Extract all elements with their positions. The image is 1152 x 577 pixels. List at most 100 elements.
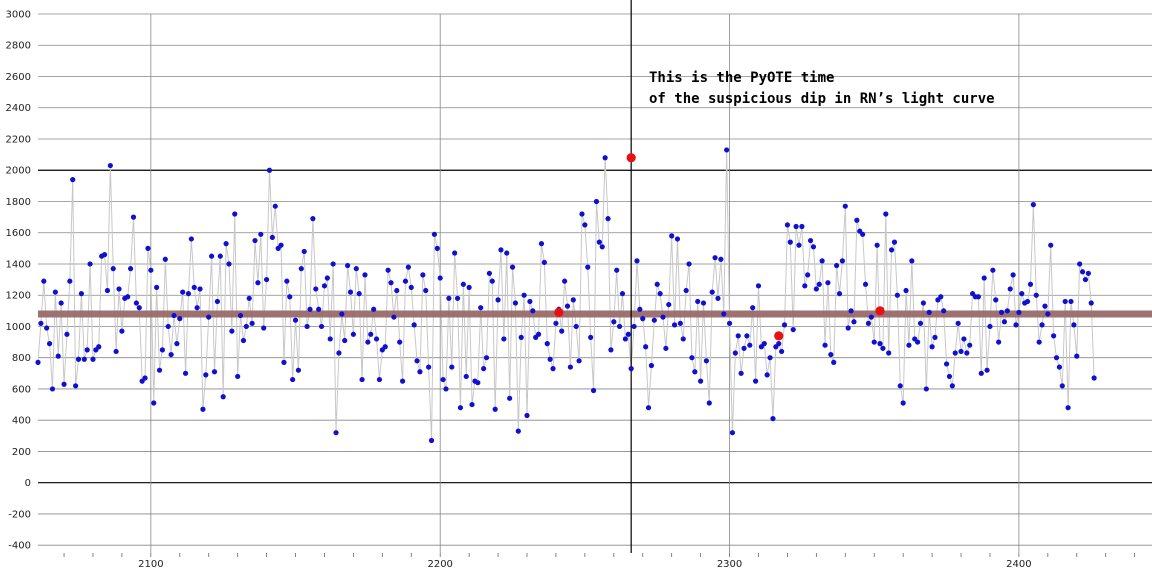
data-point bbox=[35, 359, 41, 365]
data-point bbox=[744, 333, 750, 339]
data-point bbox=[200, 406, 206, 412]
data-point bbox=[964, 350, 970, 356]
data-point bbox=[469, 401, 475, 408]
data-point bbox=[356, 291, 362, 297]
data-point bbox=[851, 319, 857, 325]
data-point bbox=[481, 366, 487, 372]
y-tick-label: 1000 bbox=[6, 322, 31, 333]
data-point bbox=[978, 370, 984, 376]
data-point bbox=[1019, 291, 1025, 297]
data-point bbox=[61, 381, 67, 387]
data-point bbox=[417, 369, 423, 375]
data-point bbox=[405, 264, 411, 270]
data-point bbox=[113, 348, 119, 355]
data-point bbox=[431, 231, 438, 237]
data-point bbox=[292, 317, 299, 323]
data-point bbox=[385, 267, 391, 273]
data-point bbox=[813, 286, 819, 292]
data-point bbox=[576, 358, 582, 364]
data-point bbox=[961, 336, 967, 342]
data-point bbox=[886, 350, 892, 356]
data-point bbox=[243, 323, 249, 330]
data-point bbox=[298, 266, 304, 272]
data-point bbox=[695, 298, 701, 305]
data-point bbox=[842, 203, 848, 209]
data-point bbox=[287, 294, 293, 300]
data-point bbox=[246, 295, 252, 301]
data-point bbox=[538, 241, 545, 247]
data-point bbox=[411, 322, 417, 328]
data-point bbox=[868, 314, 874, 320]
data-point bbox=[729, 430, 736, 436]
data-point bbox=[1077, 261, 1083, 267]
data-point bbox=[426, 364, 432, 370]
data-point bbox=[903, 287, 909, 294]
data-point bbox=[38, 320, 44, 326]
data-point bbox=[119, 328, 125, 334]
y-tick-label: 1400 bbox=[6, 259, 31, 270]
y-tick-label: 200 bbox=[12, 447, 31, 458]
data-point bbox=[301, 248, 307, 255]
data-point bbox=[790, 326, 796, 333]
data-point bbox=[888, 247, 895, 253]
data-point bbox=[666, 301, 672, 308]
data-point bbox=[588, 334, 594, 340]
data-point bbox=[602, 155, 608, 161]
data-point bbox=[738, 370, 744, 376]
data-point bbox=[443, 386, 449, 392]
data-point bbox=[177, 316, 183, 322]
data-point bbox=[81, 356, 87, 362]
data-point bbox=[489, 278, 495, 284]
y-tick-label: -400 bbox=[8, 541, 31, 552]
data-point bbox=[1053, 355, 1060, 361]
data-point bbox=[206, 314, 212, 320]
data-point bbox=[567, 364, 574, 370]
data-point bbox=[350, 331, 356, 337]
data-point bbox=[420, 272, 426, 278]
data-point bbox=[802, 283, 808, 289]
data-point bbox=[750, 305, 756, 311]
data-point bbox=[648, 362, 655, 369]
data-point bbox=[564, 303, 571, 309]
series-line bbox=[37, 149, 1095, 441]
highlight-point bbox=[626, 153, 636, 163]
data-point bbox=[342, 337, 348, 344]
data-point bbox=[799, 223, 805, 230]
data-point bbox=[1010, 272, 1016, 278]
data-point bbox=[909, 258, 915, 264]
data-point bbox=[258, 231, 264, 237]
data-point bbox=[78, 291, 84, 297]
data-point bbox=[614, 267, 620, 273]
x-tick-labels: 2100 2200 2300 2400 bbox=[138, 559, 1032, 570]
data-point bbox=[145, 245, 151, 251]
data-point bbox=[854, 217, 860, 223]
data-point bbox=[64, 331, 70, 337]
data-point bbox=[1016, 309, 1022, 315]
data-point bbox=[339, 311, 345, 317]
x-tick-label: 2400 bbox=[1006, 559, 1031, 570]
data-point bbox=[168, 351, 174, 358]
data-point bbox=[495, 297, 501, 303]
data-point bbox=[229, 328, 235, 334]
data-point bbox=[920, 300, 927, 306]
data-point bbox=[547, 356, 553, 362]
data-point bbox=[628, 366, 634, 372]
y-tick-label: 600 bbox=[12, 384, 31, 395]
data-point bbox=[582, 222, 588, 228]
data-point bbox=[784, 222, 791, 228]
data-point bbox=[993, 297, 999, 303]
data-point bbox=[327, 336, 333, 342]
data-point bbox=[848, 308, 854, 314]
data-point bbox=[975, 294, 981, 300]
data-point bbox=[278, 242, 284, 248]
data-point bbox=[677, 320, 683, 326]
data-point bbox=[585, 264, 591, 270]
data-point bbox=[590, 387, 597, 394]
data-point bbox=[507, 395, 513, 401]
data-point bbox=[605, 216, 611, 222]
data-point bbox=[107, 162, 113, 169]
data-point bbox=[180, 289, 186, 295]
data-point bbox=[498, 247, 504, 253]
data-point bbox=[73, 383, 79, 389]
data-point bbox=[220, 394, 226, 400]
